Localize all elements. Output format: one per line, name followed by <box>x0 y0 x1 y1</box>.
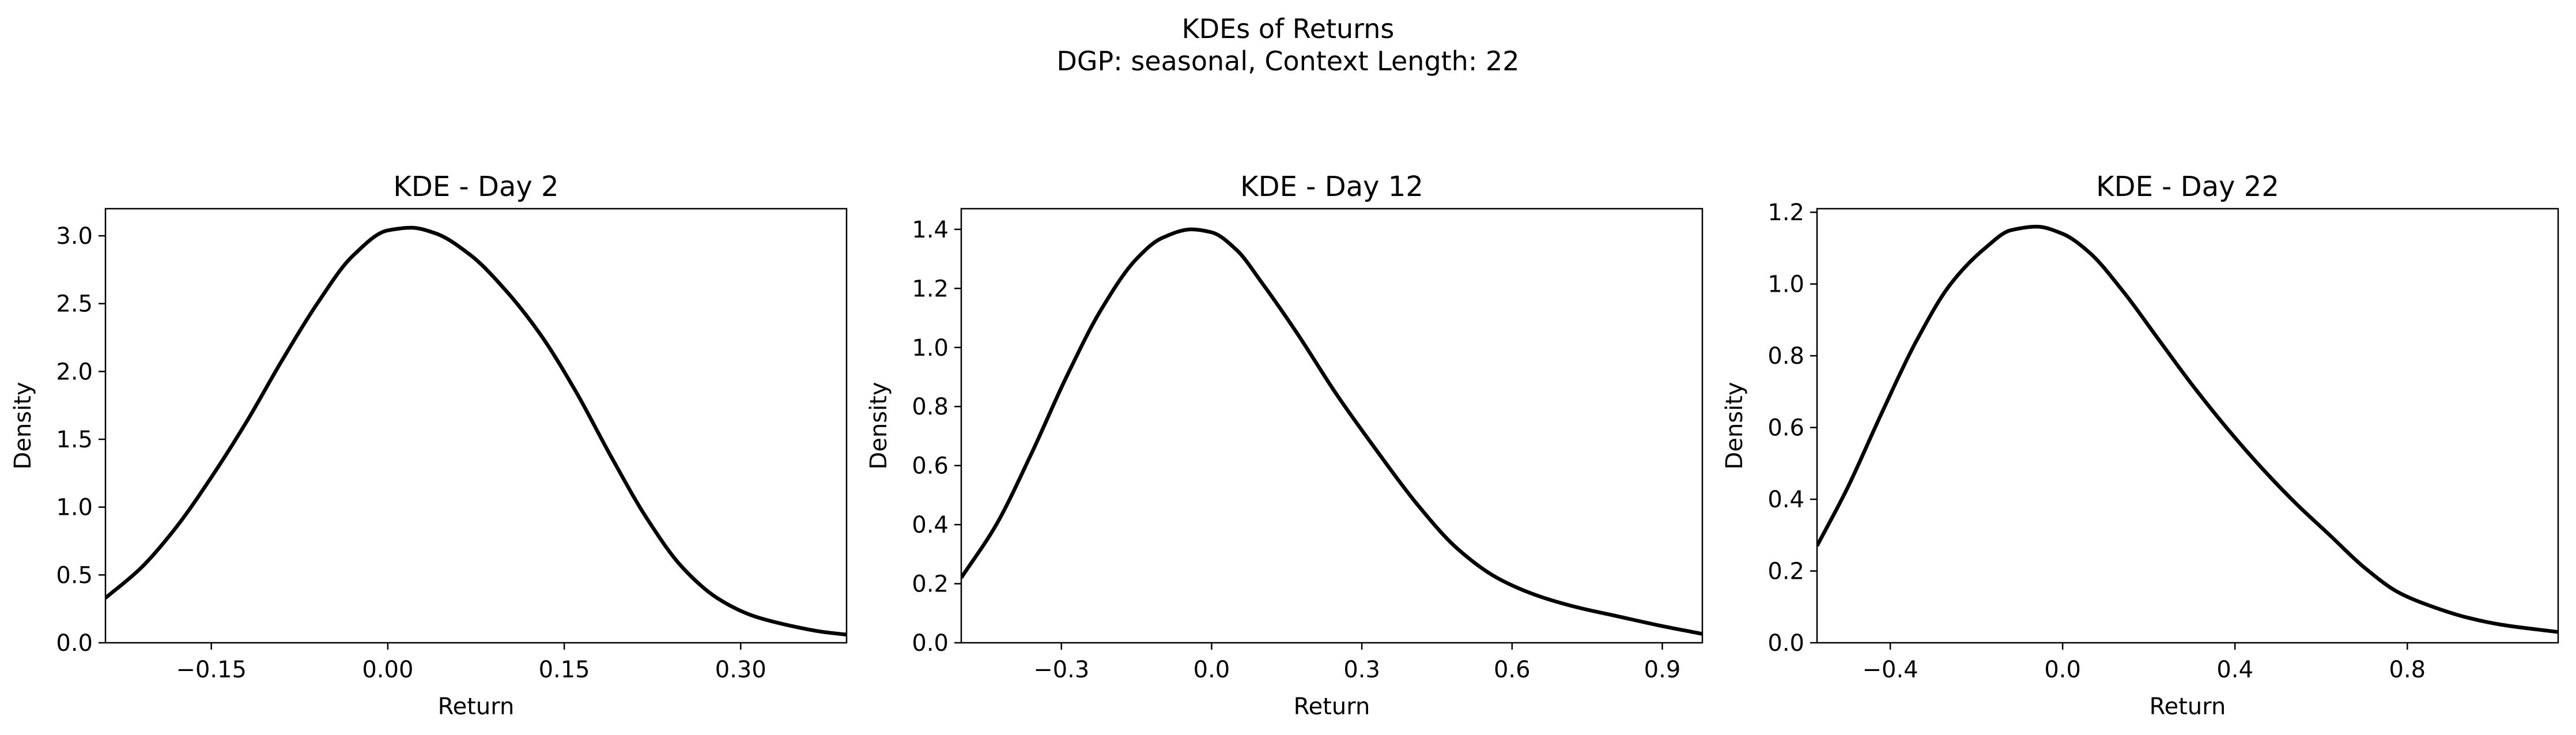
x-tick-label: 0.4 <box>2216 657 2253 683</box>
x-tick-label: −0.4 <box>1863 657 1918 683</box>
y-tick-label: 0.6 <box>912 453 949 480</box>
x-tick-label: −0.3 <box>1033 657 1089 683</box>
y-tick-label: 0.4 <box>1767 487 1804 513</box>
kde-curve <box>1817 224 2558 634</box>
y-tick-label: 0.0 <box>912 630 949 657</box>
x-tick-label: 0.0 <box>2044 657 2081 683</box>
x-axis-label: Return <box>1294 693 1370 720</box>
x-axis-label: Return <box>438 693 515 720</box>
y-tick-label: 1.2 <box>1767 199 1804 226</box>
y-tick-label: 1.4 <box>912 217 949 243</box>
y-tick-label: 1.0 <box>912 335 949 361</box>
x-tick-label: 0.15 <box>539 657 590 683</box>
kde-curve <box>961 227 1702 636</box>
x-tick-label: 0.30 <box>715 657 766 683</box>
y-tick-label: 0.4 <box>912 512 949 538</box>
x-tick-label: −0.15 <box>176 657 247 683</box>
figure-title-line-1: KDEs of Returns <box>1181 13 1395 44</box>
x-tick-label: 0.0 <box>1193 657 1230 683</box>
figure-title-line-2: DGP: seasonal, Context Length: 22 <box>1056 46 1520 77</box>
y-axis-label: Density <box>1721 382 1748 469</box>
figure-title: KDEs of Returns DGP: seasonal, Context L… <box>0 13 2576 77</box>
axes-frame <box>104 208 848 644</box>
y-tick-label: 0.0 <box>56 630 93 657</box>
y-tick-label: 2.0 <box>56 359 93 385</box>
subplot-1: −0.15 0.00 0.15 0.30 0.0 0.5 1.0 1.5 2.0 2.5 3.0 KD… <box>10 171 848 720</box>
x-tick-label: 0.3 <box>1343 657 1380 683</box>
subplot-3: −0.4 0.0 0.4 0.8 0.0 0.2 0.4 0.6 0.8 1.0 1.2 KDE - … <box>1721 171 2559 720</box>
y-axis-label: Density <box>10 382 36 469</box>
x-axis-label: Return <box>2150 693 2226 720</box>
y-tick-label: 1.5 <box>56 427 93 453</box>
subplot-title: KDE - Day 2 <box>393 171 558 203</box>
y-tick-label: 3.0 <box>56 223 93 250</box>
subplot-2: −0.3 0.0 0.3 0.6 0.9 0.0 0.2 0.4 0.6 0.8 1.0 1.2 1.4… <box>866 171 1704 720</box>
y-tick-label: 0.2 <box>912 571 949 598</box>
x-tick-label: 0.6 <box>1494 657 1531 683</box>
y-tick-label: 0.2 <box>1767 559 1804 585</box>
y-tick-label: 0.0 <box>1767 630 1804 657</box>
kde-curve <box>105 225 847 637</box>
y-tick-label: 0.8 <box>912 394 949 420</box>
y-tick-label: 0.6 <box>1767 415 1804 442</box>
y-axis-label: Density <box>866 382 892 469</box>
y-tick-label: 0.8 <box>1767 343 1804 370</box>
y-tick-label: 1.0 <box>1767 272 1804 298</box>
x-tick-label: 0.00 <box>362 657 413 683</box>
x-tick-label: 0.9 <box>1644 657 1681 683</box>
y-tick-label: 2.5 <box>56 291 93 318</box>
y-tick-label: 1.2 <box>912 276 949 302</box>
y-tick-label: 0.5 <box>56 562 93 589</box>
axes-frame <box>960 208 1704 644</box>
y-tick-label: 1.0 <box>56 495 93 521</box>
x-tick-label: 0.8 <box>2389 657 2426 683</box>
axes-frame <box>1816 208 2559 644</box>
subplot-title: KDE - Day 12 <box>1240 171 1423 203</box>
subplot-title: KDE - Day 22 <box>2096 171 2279 203</box>
